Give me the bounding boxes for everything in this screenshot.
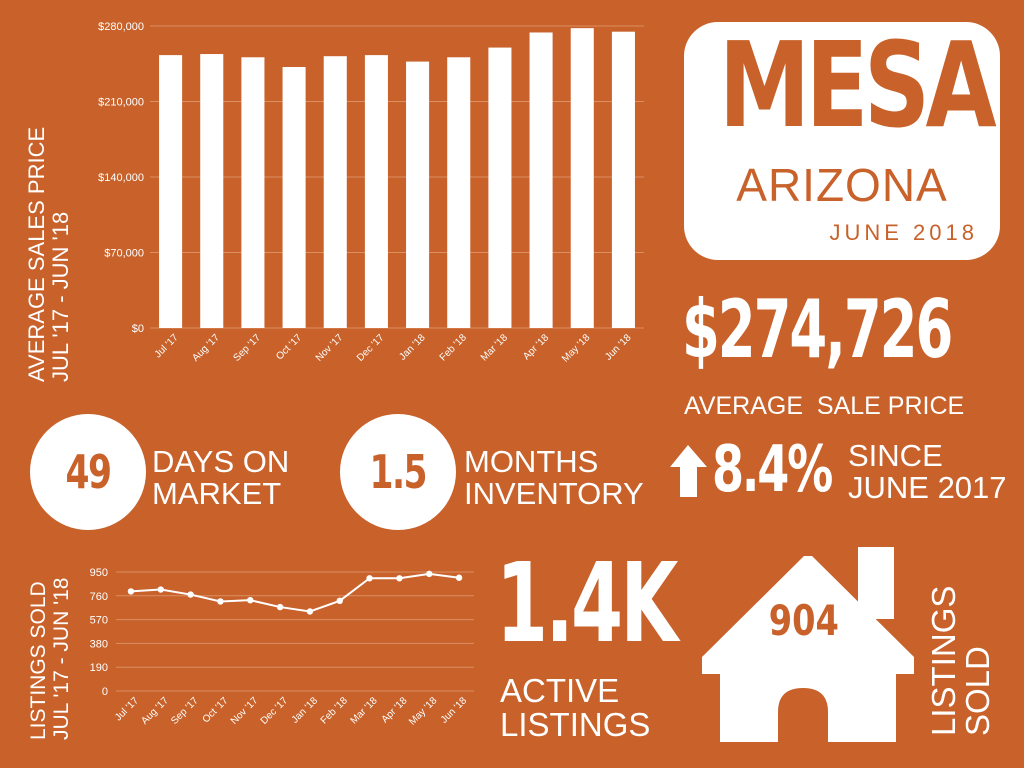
line-chart-point <box>187 591 194 598</box>
bar-chart-bar <box>159 55 183 328</box>
months-inventory-line1: MONTHS <box>464 444 599 479</box>
line-chart-point <box>276 603 284 611</box>
days-on-market-value: 49 <box>65 445 112 499</box>
bar-chart-xtick-label: Feb '18 <box>438 332 469 363</box>
line-chart-series-line <box>130 572 460 613</box>
months-inventory-circle: 1.5 <box>340 414 456 530</box>
line-chart-xtick-label: Sep '17 <box>169 695 201 727</box>
line-chart-ytick-label: 760 <box>90 591 108 603</box>
line-chart-point <box>127 588 135 595</box>
line-chart-xtick-label: May '18 <box>407 695 440 728</box>
months-inventory-value: 1.5 <box>369 445 428 499</box>
bar-chart-xtick-label: Apr '18 <box>521 332 551 362</box>
line-chart-xtick-label: Oct '17 <box>201 695 231 725</box>
bar-chart-xtick-label: Jan '18 <box>397 332 428 363</box>
line-chart-point <box>366 575 373 582</box>
bar-chart-xtick-label: Nov '17 <box>314 332 346 364</box>
months-inventory-line2: INVENTORY <box>464 476 644 511</box>
bar-chart-bar <box>200 54 224 329</box>
bar-chart-ytick-label: $0 <box>132 323 144 335</box>
bar-chart-xtick-label: Oct '17 <box>274 332 304 362</box>
line-chart-ylabel-range: JUL '17 - JUN '18 <box>50 577 73 740</box>
line-chart-xtick-label: Jun '18 <box>439 695 470 726</box>
bar-chart-xtick-label: Aug '17 <box>190 332 222 364</box>
line-chart-point <box>217 598 224 605</box>
price-change-line2: JUNE 2017 <box>848 470 1007 505</box>
bar-chart-xtick-label: May '18 <box>560 332 593 365</box>
bar-chart-xtick-label: Dec '17 <box>355 332 387 364</box>
bar-chart-ytick-label: $70,000 <box>104 248 144 260</box>
bar-chart-bar <box>570 28 594 329</box>
days-on-market-line2: MARKET <box>152 476 282 511</box>
bar-chart-ytick-label: $210,000 <box>98 97 144 109</box>
bar-chart-xtick-label: Jul '17 <box>153 332 181 360</box>
average-price-label: AVERAGE SALE PRICE <box>684 392 965 420</box>
house-icon <box>702 547 914 742</box>
line-chart-point <box>247 596 254 604</box>
months-inventory-label: MONTHS INVENTORY <box>464 446 644 510</box>
days-on-market-line1: DAYS ON <box>152 444 290 479</box>
line-chart-xtick-label: Apr '18 <box>380 695 410 725</box>
line-chart-ytick-label: 570 <box>90 615 108 627</box>
line-chart-xtick-label: Dec '17 <box>259 695 291 727</box>
listings-sold-line1: LISTINGS <box>925 585 962 736</box>
bar-chart-bar <box>406 61 430 328</box>
line-chart-point <box>455 574 463 581</box>
bar-chart-ylabel-range: JUL '17 - JUN '18 <box>48 211 73 382</box>
bar-chart-bar <box>611 31 635 328</box>
bar-chart-ylabel: AVERAGE SALES PRICE <box>24 126 49 382</box>
city-name: MESA <box>718 16 997 154</box>
line-chart-xtick-label: Mar '18 <box>349 695 380 726</box>
average-price-value: $274,726 <box>682 283 953 376</box>
bar-chart-bar <box>323 56 347 328</box>
price-change-line1: SINCE <box>848 438 943 473</box>
line-chart-point <box>306 608 314 615</box>
bar-chart-xtick-label: Mar '18 <box>479 332 510 363</box>
line-chart-point <box>157 586 164 593</box>
line-chart-point <box>336 597 343 605</box>
line-chart-ytick-label: 380 <box>90 638 108 650</box>
bar-chart-xtick-label: Sep '17 <box>231 332 263 364</box>
line-chart-xtick-label: Jul '17 <box>113 695 141 723</box>
city-logo-box: MESA ARIZONA JUNE 2018 <box>684 22 1000 260</box>
active-listings-value: 1.4K <box>496 539 678 667</box>
active-listings-label: ACTIVE LISTINGS <box>500 674 650 742</box>
line-chart-ylabel: LISTINGS SOLD <box>27 581 50 740</box>
bar-chart-bar <box>241 57 265 329</box>
arrow-up-icon <box>670 445 707 497</box>
days-on-market-label: DAYS ON MARKET <box>152 446 289 510</box>
line-chart-ytick-label: 190 <box>90 662 108 674</box>
line-chart-xtick-label: Nov '17 <box>229 695 261 727</box>
days-on-market-circle: 49 <box>30 414 146 530</box>
bar-chart-bar <box>529 32 553 328</box>
listings-sold-label: LISTINGS SOLD <box>925 585 996 736</box>
listings-sold-value: 904 <box>752 600 856 642</box>
bar-chart-bar <box>282 66 306 328</box>
listings-sold-number: 904 <box>768 596 840 645</box>
bar-chart-ytick-label: $280,000 <box>98 21 144 33</box>
price-change-value: 8.4% <box>712 433 833 507</box>
line-chart-xtick-label: Feb '18 <box>319 695 350 726</box>
bar-chart-xtick-label: Jun '18 <box>603 332 634 363</box>
line-chart-xtick-label: Jan '18 <box>290 695 321 726</box>
line-chart-ytick-label: 950 <box>90 567 108 579</box>
active-listings-line1: ACTIVE <box>500 672 620 709</box>
bar-chart-bar <box>364 55 388 328</box>
line-chart-ytick-label: 0 <box>102 686 108 698</box>
bar-chart-ytick-label: $140,000 <box>98 172 144 184</box>
report-date: JUNE 2018 <box>829 220 978 245</box>
line-chart-xtick-label: Aug '17 <box>139 695 171 727</box>
bar-chart-bar <box>447 57 471 329</box>
line-chart-point <box>396 575 403 582</box>
bar-chart-bar <box>488 47 512 328</box>
bar-chart: $0 $70,000 $140,000 $210,000 $280,000 Jul '17… <box>98 21 644 365</box>
listings-sold-line2: SOLD <box>959 646 996 736</box>
line-chart-point <box>426 570 433 578</box>
active-listings-line2: LISTINGS <box>500 706 651 743</box>
price-change-label: SINCE JUNE 2017 <box>848 440 1007 504</box>
state-name: ARIZONA <box>736 159 948 211</box>
